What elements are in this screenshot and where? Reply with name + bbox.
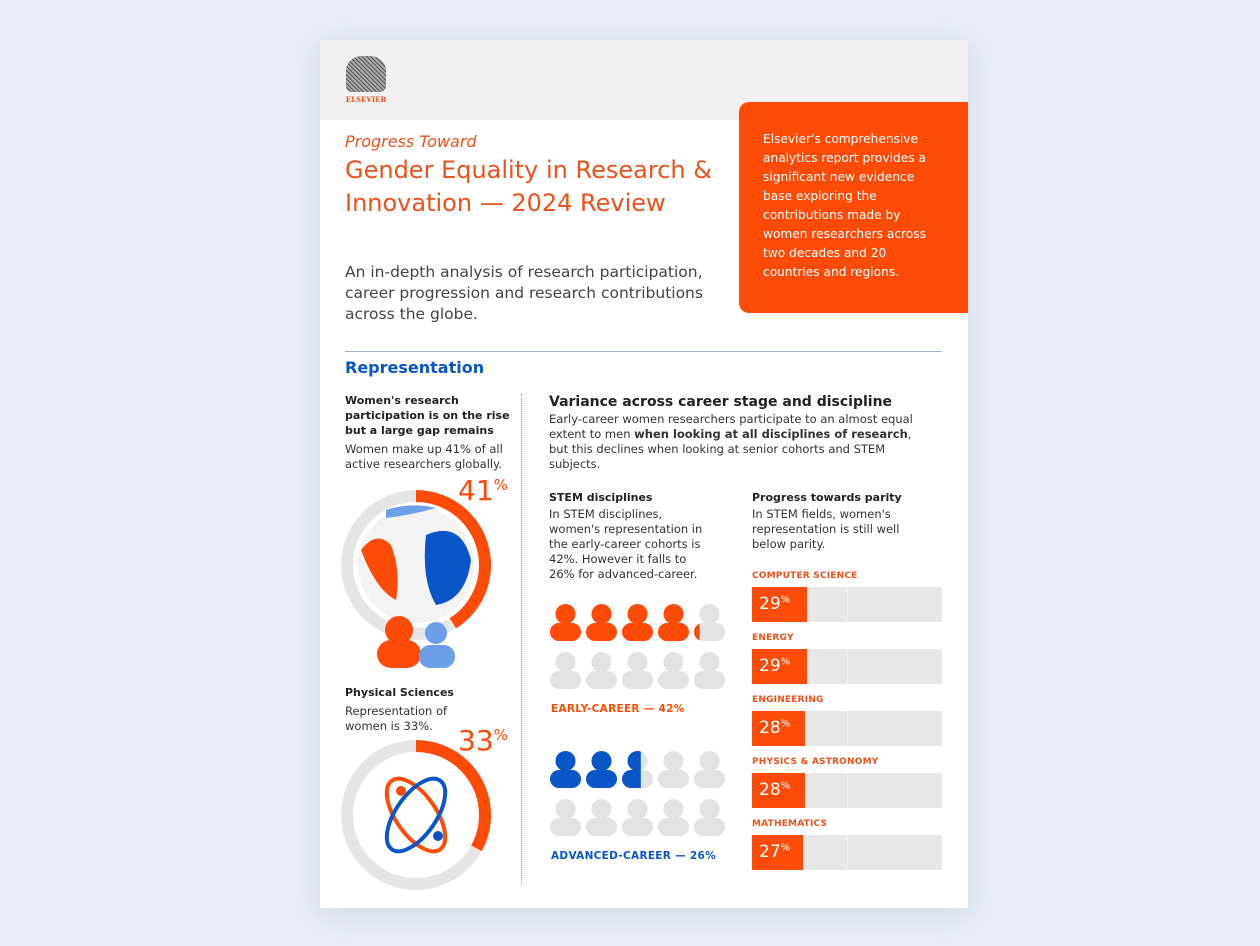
parity-marker [847, 649, 848, 684]
person-body [419, 645, 455, 668]
woman-body [377, 640, 421, 668]
kicker: Progress Toward [345, 132, 477, 151]
callout-box: Elsevier's comprehensive analytics repor… [739, 102, 968, 313]
person-icon [657, 603, 690, 641]
parity-bar: 28% [752, 773, 942, 808]
participation-body: Women make up 41% of all active research… [345, 442, 503, 471]
person-icon [549, 651, 582, 689]
parity-bar: 27% [752, 835, 942, 870]
continent-shape [386, 505, 436, 518]
donut-fill [341, 740, 491, 890]
tree-logo-icon [346, 56, 386, 92]
atom-orbit [384, 776, 448, 854]
person-icon [425, 622, 447, 644]
person-icon [657, 651, 690, 689]
bar-label: COMPUTER SCIENCE [752, 571, 858, 581]
participation-heading: Women's research participation is on the… [345, 394, 510, 437]
person-icon [693, 603, 726, 641]
advanced-career-caption: ADVANCED-CAREER — 26% [551, 850, 716, 862]
bar-fill: 28% [752, 773, 806, 808]
stem-body: In STEM disciplines, women's representat… [549, 507, 703, 581]
divider [345, 351, 942, 352]
bar-fill: 27% [752, 835, 804, 870]
person-icon [549, 750, 582, 788]
donut-fill [341, 490, 491, 640]
person-icon [585, 750, 618, 788]
column-divider [521, 394, 522, 884]
person-icon [657, 750, 690, 788]
atom-icon [384, 776, 448, 854]
early-career-caption: EARLY-CAREER — 42% [551, 703, 685, 715]
person-icon [621, 750, 654, 788]
continent-shape [361, 538, 398, 600]
variance-body: Early-career women researchers participa… [549, 412, 913, 471]
parity-marker [847, 835, 848, 870]
variance-heading: Variance across career stage and discipl… [549, 394, 893, 410]
bar-fill: 29% [752, 649, 808, 684]
electron [433, 831, 443, 841]
page-title: Gender Equality in Research & Innovation… [345, 156, 712, 217]
section-title: Representation [345, 358, 485, 377]
infographic-page: ELSEVIER Elsevier's comprehensive analyt… [320, 40, 968, 908]
person-icon [621, 651, 654, 689]
physical-value: 33% [458, 724, 508, 757]
globe-donut [341, 490, 491, 668]
person-icon [549, 798, 582, 836]
person-icon [693, 651, 726, 689]
participation-value: 41% [458, 474, 508, 507]
parity-heading: Progress towards parity [752, 491, 902, 504]
atom-donut [341, 740, 491, 890]
bar-label: MATHEMATICS [752, 819, 828, 829]
parity-bar: 29% [752, 649, 942, 684]
person-icon [585, 651, 618, 689]
logo-wordmark: ELSEVIER [345, 95, 387, 104]
person-icon [621, 798, 654, 836]
continent-shape [424, 530, 471, 605]
bar-label: ENERGY [752, 633, 794, 643]
person-icon [585, 603, 618, 641]
parity-marker [847, 711, 848, 746]
parity-bar: 28% [752, 711, 942, 746]
physical-body: Representation of women is 33%. [345, 704, 448, 733]
elsevier-logo: ELSEVIER [344, 56, 388, 104]
bar-label: ENGINEERING [752, 695, 824, 705]
parity-marker [847, 587, 848, 622]
bar-fill: 28% [752, 711, 806, 746]
bar-label: PHYSICS & ASTRONOMY [752, 757, 879, 767]
person-icon [621, 603, 654, 641]
parity-marker [847, 773, 848, 808]
header-band: ELSEVIER [320, 40, 968, 120]
person-icon [657, 798, 690, 836]
parity-bar: 29% [752, 587, 942, 622]
stem-heading: STEM disciplines [549, 491, 653, 504]
person-icon [693, 750, 726, 788]
early-career-people-grid [549, 603, 729, 689]
person-icon [585, 798, 618, 836]
parity-body: In STEM fields, women's representation i… [752, 507, 900, 551]
physical-heading: Physical Sciences [345, 686, 454, 699]
woman-icon [385, 616, 413, 644]
lede: An in-depth analysis of research partici… [345, 263, 703, 323]
person-icon [693, 798, 726, 836]
advanced-career-people-grid [549, 750, 729, 836]
person-icon [549, 603, 582, 641]
electron [396, 786, 406, 796]
bar-fill: 29% [752, 587, 808, 622]
